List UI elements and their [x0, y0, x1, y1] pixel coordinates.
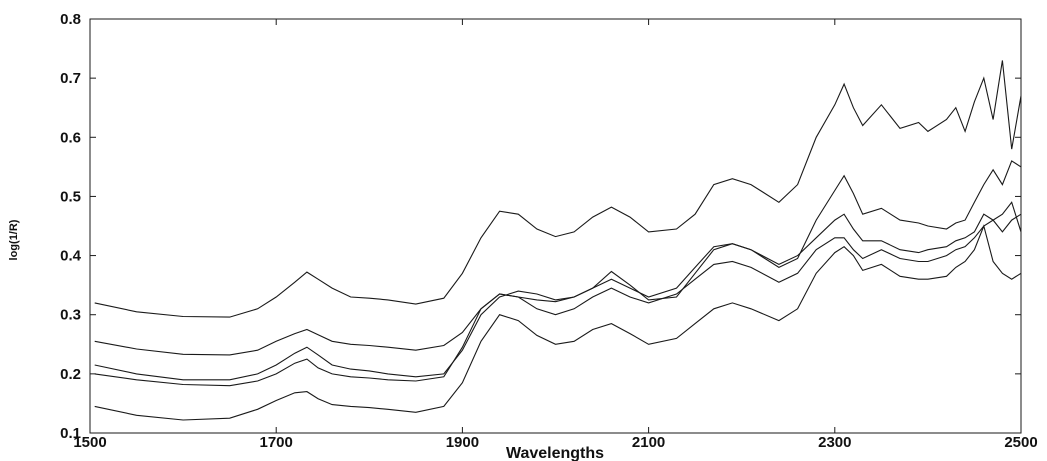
y-tick-label: 0.5 [60, 188, 81, 205]
x-tick-label: 1700 [260, 434, 293, 451]
x-tick-label: 2500 [1004, 434, 1037, 451]
x-tick-label: 1500 [73, 434, 106, 451]
y-tick-label: 0.8 [60, 11, 81, 28]
series-line-1 [94, 60, 1022, 318]
axis-tick-labels: 1500 1700 1900 2100 2300 2500 0.1 0.2 0.3 0.4 0.5 0… [60, 11, 1038, 451]
y-tick-label: 0.4 [60, 248, 82, 265]
y-tick-label: 0.3 [60, 307, 81, 324]
series-line-3 [94, 213, 1022, 381]
x-axis-title: Wavelengths [506, 445, 604, 461]
y-tick-label: 0.7 [60, 70, 81, 87]
y-axis-title: log(1/R) [8, 219, 20, 260]
series-line-4 [94, 201, 1022, 387]
x-tick-label: 2100 [632, 434, 665, 451]
series-line-2 [94, 160, 1022, 356]
series-line-5 [94, 224, 1022, 421]
x-tick-label: 1900 [446, 434, 479, 451]
x-tick-label: 2300 [818, 434, 851, 451]
y-tick-label: 0.1 [60, 425, 81, 442]
plot-frame [89, 18, 1022, 434]
series-lines [94, 60, 1022, 421]
y-tick-label: 0.2 [60, 366, 81, 383]
y-tick-label: 0.6 [60, 129, 81, 146]
axis-ticks [89, 18, 1022, 434]
